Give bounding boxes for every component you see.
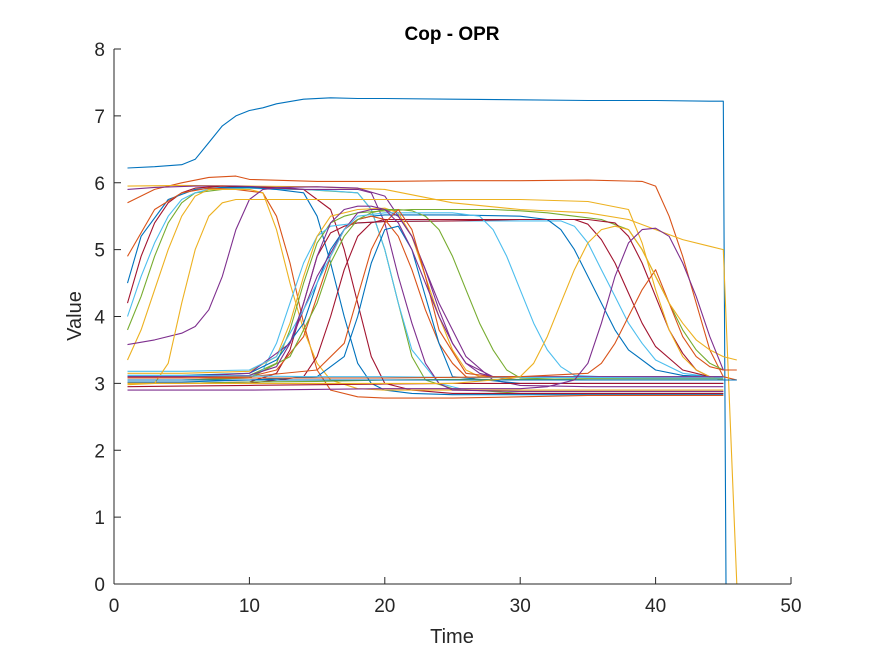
plot-background	[114, 49, 791, 584]
series-line-14	[127, 218, 724, 384]
y-tick-label: 0	[94, 575, 105, 596]
x-tick-label: 10	[239, 596, 260, 617]
series-line-15	[127, 214, 724, 378]
y-tick-label: 2	[94, 441, 105, 462]
series-line-21	[127, 218, 724, 384]
series-line-11	[127, 187, 724, 392]
y-tick-label: 3	[94, 374, 105, 395]
series-line-10	[126, 188, 724, 391]
x-tick-label: 50	[780, 596, 801, 617]
series-line-24	[127, 198, 724, 386]
y-tick-label: 5	[94, 241, 105, 262]
x-tick-label: 30	[510, 596, 531, 617]
chart-title: Cop - OPR	[405, 24, 500, 45]
series-line-3	[127, 184, 738, 585]
series-line-19	[127, 208, 724, 381]
y-tick-label: 7	[94, 107, 105, 128]
series-line-13	[127, 220, 724, 381]
x-tick-label: 20	[374, 596, 395, 617]
series-line-20	[127, 212, 724, 378]
y-tick-label: 4	[94, 308, 105, 329]
y-tick-label: 6	[94, 174, 105, 195]
series-line-2	[127, 175, 737, 381]
series-line-31	[127, 225, 737, 384]
series-line-32	[127, 227, 724, 391]
axes-layer: 0 10 20 30 40 50 0 1 2 3 4 5 6 7 8	[94, 40, 801, 617]
series-line-8	[126, 186, 724, 396]
x-axis-label: Time	[430, 626, 474, 648]
series-line-7	[126, 185, 724, 394]
y-tick-label: 8	[94, 40, 105, 61]
y-tick-label: 1	[94, 508, 105, 529]
series-line-30	[127, 269, 737, 379]
x-tick-label: 40	[645, 596, 666, 617]
x-tick-label: 0	[109, 596, 120, 617]
y-axis-label: Value	[64, 291, 86, 341]
series-layer	[126, 97, 738, 585]
series-line-27	[127, 374, 724, 379]
series-line-1	[127, 97, 737, 585]
